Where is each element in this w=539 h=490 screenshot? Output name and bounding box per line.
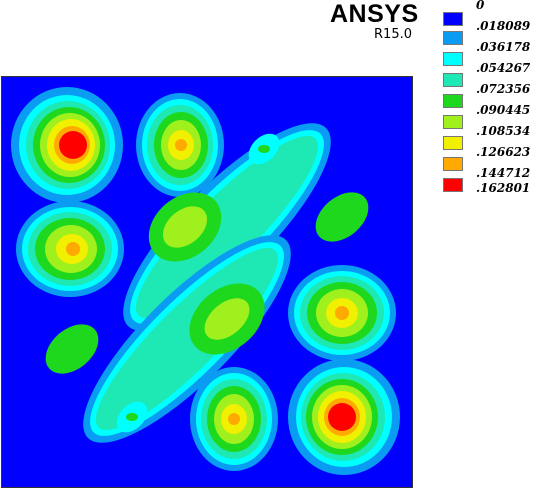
legend-swatch bbox=[443, 94, 463, 108]
lobe-left-second bbox=[16, 201, 124, 297]
ansys-logo: ANSYS R15.0 bbox=[330, 0, 419, 42]
lobe-top-left bbox=[11, 87, 123, 203]
contour-field bbox=[2, 77, 412, 487]
ridge-upper-peaks bbox=[148, 133, 369, 262]
legend-value: .054267 bbox=[476, 61, 531, 75]
legend-entry: .090445 bbox=[443, 103, 539, 129]
lobe-top-second bbox=[136, 93, 224, 197]
legend-entry: .108534 bbox=[443, 124, 539, 150]
legend-value: .036178 bbox=[476, 40, 531, 54]
legend-entry: .072356 bbox=[443, 82, 539, 108]
legend-value: .144712 bbox=[476, 166, 531, 180]
legend-swatch bbox=[443, 12, 463, 26]
ridge-upper bbox=[123, 123, 331, 331]
legend-swatch bbox=[443, 178, 463, 192]
legend-value: .072356 bbox=[476, 82, 531, 96]
legend-entry: .162801 bbox=[443, 181, 539, 210]
legend-swatch bbox=[443, 31, 463, 45]
legend-swatch bbox=[443, 115, 463, 129]
legend-value: .108534 bbox=[476, 124, 531, 138]
ridge-lower-peaks bbox=[45, 283, 265, 433]
legend-swatch bbox=[443, 136, 463, 150]
legend-entry: 0 bbox=[443, 0, 539, 21]
legend-entry: .054267 bbox=[443, 61, 539, 87]
brand-name: ANSYS bbox=[330, 0, 419, 28]
legend-value: .126623 bbox=[476, 145, 531, 159]
legend-swatch bbox=[443, 157, 463, 171]
lobe-bottom-right bbox=[288, 359, 400, 475]
legend-value: .162801 bbox=[476, 181, 531, 195]
legend-entry bbox=[443, 0, 539, 26]
lobe-bottom-second bbox=[190, 367, 278, 471]
legend-value: 0 bbox=[476, 0, 485, 12]
legend-value: .090445 bbox=[476, 103, 531, 117]
legend-entry: .018089 bbox=[443, 19, 539, 45]
legend-entry: .144712 bbox=[443, 166, 539, 192]
legend-entry: .126623 bbox=[443, 145, 539, 171]
legend-value: .018089 bbox=[476, 19, 531, 33]
legend-swatch bbox=[443, 73, 463, 87]
lobe-right-second bbox=[288, 265, 396, 361]
contour-plot bbox=[1, 76, 413, 488]
legend-swatch bbox=[443, 52, 463, 66]
release-version: R15.0 bbox=[374, 27, 412, 42]
contour-legend: 0 .018089 .036178 .054267 .072356 .09044… bbox=[443, 0, 539, 200]
legend-entry: .036178 bbox=[443, 40, 539, 66]
